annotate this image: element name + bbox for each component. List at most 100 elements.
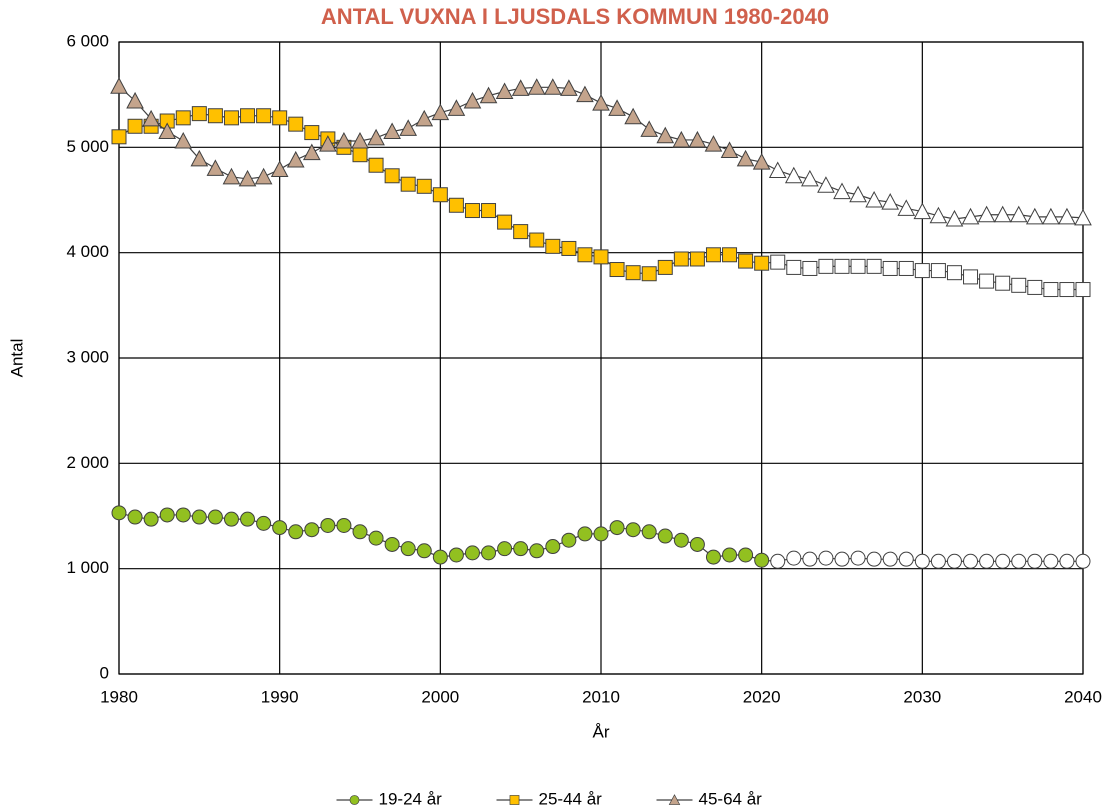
marker [995,275,1011,291]
x-tick-label: 2010 [582,687,620,706]
marker [1059,282,1075,298]
marker [802,260,818,276]
marker [302,143,321,161]
x-tick-label: 2020 [743,687,781,706]
legend-label: 45-64 år [699,789,763,808]
marker [529,543,545,559]
y-tick-label: 3 000 [66,347,109,366]
marker [656,126,675,144]
y-tick-label: 0 [100,663,109,682]
marker [1042,207,1060,225]
marker [415,109,434,127]
marker [979,273,995,289]
marker [288,524,304,540]
marker [431,103,450,121]
marker [609,262,625,278]
marker [111,505,127,521]
marker [143,511,159,527]
y-tick-label: 1 000 [66,558,109,577]
marker [238,169,257,187]
marker [222,167,241,185]
marker [320,517,336,533]
x-axis-label: År [593,722,610,741]
marker [399,119,418,136]
marker [256,108,272,124]
marker [977,205,996,223]
marker [1027,279,1043,295]
marker [770,553,786,569]
marker [1059,553,1075,569]
marker [206,159,225,176]
marker [946,265,962,281]
marker [754,552,770,568]
marker [175,507,191,523]
marker [929,206,948,224]
legend-label: 25-44 år [539,789,603,808]
marker [722,547,738,563]
marker [945,209,964,227]
marker [561,532,577,548]
marker [882,260,898,276]
marker [818,550,834,566]
marker [272,110,288,126]
marker [752,153,771,170]
marker [640,120,659,137]
marker [722,247,738,263]
marker [190,149,209,167]
marker [705,247,721,263]
marker [527,78,546,95]
y-tick-label: 2 000 [66,453,109,472]
marker [657,528,673,544]
y-tick-label: 5 000 [66,137,109,156]
marker [256,515,272,531]
marker [529,232,545,248]
marker [738,253,754,269]
marker [625,522,641,538]
marker [110,77,128,94]
marker [641,266,657,282]
marker [384,168,400,184]
marker [608,99,626,116]
marker [979,553,995,569]
marker [784,166,803,184]
marker [191,106,207,122]
marker [207,509,223,525]
x-tick-label: 2030 [903,687,941,706]
marker [1075,282,1091,298]
legend-marker [349,795,360,805]
marker [1011,553,1027,569]
marker [240,108,256,124]
marker [914,553,930,569]
marker [592,94,610,111]
marker [689,536,705,552]
marker [625,265,641,281]
marker [882,551,898,567]
marker [352,147,368,163]
marker [897,199,916,216]
marker [336,517,352,533]
marker [272,520,288,536]
marker [834,551,850,567]
marker [351,131,369,149]
marker [191,509,207,525]
marker [689,251,705,267]
x-tick-label: 2040 [1064,687,1102,706]
marker [142,109,160,127]
marker [1025,207,1044,225]
marker [432,187,448,203]
marker [495,82,514,100]
marker [754,255,770,271]
marker [768,161,787,179]
marker [850,550,866,566]
marker [866,551,882,567]
chart-title: ANTAL VUXNA I LJUSDALS KOMMUN 1980-2040 [321,4,829,29]
x-tick-label: 1990 [261,687,299,706]
marker [432,549,448,565]
marker [961,207,980,225]
marker [817,176,835,193]
marker [352,524,368,540]
marker [1074,208,1092,226]
marker [127,509,143,525]
marker [545,238,561,254]
marker [543,78,562,95]
